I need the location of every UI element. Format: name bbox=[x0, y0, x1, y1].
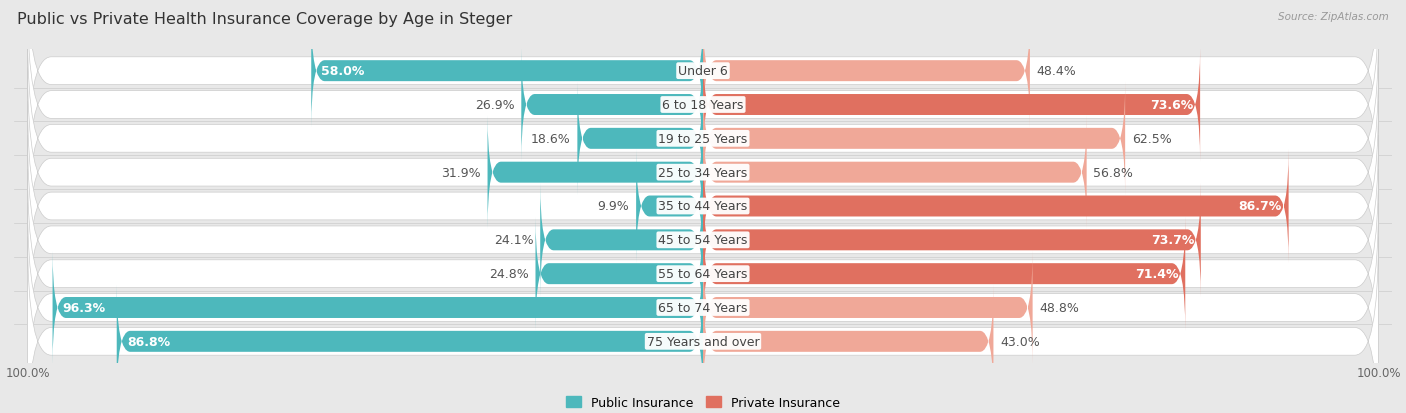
FancyBboxPatch shape bbox=[703, 217, 1185, 331]
Text: 24.1%: 24.1% bbox=[494, 234, 533, 247]
Text: 56.8%: 56.8% bbox=[1094, 166, 1133, 179]
Text: Source: ZipAtlas.com: Source: ZipAtlas.com bbox=[1278, 12, 1389, 22]
FancyBboxPatch shape bbox=[28, 170, 1378, 378]
FancyBboxPatch shape bbox=[703, 116, 1087, 230]
Text: 48.4%: 48.4% bbox=[1036, 65, 1077, 78]
Text: Under 6: Under 6 bbox=[678, 65, 728, 78]
Text: 25 to 34 Years: 25 to 34 Years bbox=[658, 166, 748, 179]
Text: 58.0%: 58.0% bbox=[322, 65, 364, 78]
Text: 65 to 74 Years: 65 to 74 Years bbox=[658, 301, 748, 314]
Text: 48.8%: 48.8% bbox=[1039, 301, 1080, 314]
Text: 86.7%: 86.7% bbox=[1239, 200, 1282, 213]
Text: 18.6%: 18.6% bbox=[531, 133, 571, 145]
Text: 43.0%: 43.0% bbox=[1000, 335, 1040, 348]
FancyBboxPatch shape bbox=[540, 183, 703, 297]
FancyBboxPatch shape bbox=[703, 251, 1032, 365]
FancyBboxPatch shape bbox=[536, 217, 703, 331]
FancyBboxPatch shape bbox=[636, 150, 703, 263]
FancyBboxPatch shape bbox=[28, 102, 1378, 311]
FancyBboxPatch shape bbox=[703, 285, 994, 399]
Text: 6 to 18 Years: 6 to 18 Years bbox=[662, 99, 744, 112]
Text: 26.9%: 26.9% bbox=[475, 99, 515, 112]
FancyBboxPatch shape bbox=[578, 82, 703, 196]
Text: 96.3%: 96.3% bbox=[63, 301, 105, 314]
FancyBboxPatch shape bbox=[522, 48, 703, 162]
FancyBboxPatch shape bbox=[28, 204, 1378, 412]
Legend: Public Insurance, Private Insurance: Public Insurance, Private Insurance bbox=[561, 391, 845, 413]
FancyBboxPatch shape bbox=[703, 150, 1289, 263]
FancyBboxPatch shape bbox=[703, 183, 1201, 297]
Text: 62.5%: 62.5% bbox=[1132, 133, 1171, 145]
Text: 19 to 25 Years: 19 to 25 Years bbox=[658, 133, 748, 145]
FancyBboxPatch shape bbox=[703, 48, 1201, 162]
Text: 45 to 54 Years: 45 to 54 Years bbox=[658, 234, 748, 247]
FancyBboxPatch shape bbox=[28, 69, 1378, 277]
FancyBboxPatch shape bbox=[28, 0, 1378, 176]
FancyBboxPatch shape bbox=[28, 1, 1378, 209]
Text: 86.8%: 86.8% bbox=[127, 335, 170, 348]
Text: 71.4%: 71.4% bbox=[1135, 268, 1178, 280]
FancyBboxPatch shape bbox=[28, 136, 1378, 344]
Text: 35 to 44 Years: 35 to 44 Years bbox=[658, 200, 748, 213]
Text: 55 to 64 Years: 55 to 64 Years bbox=[658, 268, 748, 280]
Text: 31.9%: 31.9% bbox=[441, 166, 481, 179]
FancyBboxPatch shape bbox=[28, 35, 1378, 243]
Text: 9.9%: 9.9% bbox=[598, 200, 630, 213]
Text: 73.7%: 73.7% bbox=[1150, 234, 1194, 247]
FancyBboxPatch shape bbox=[117, 285, 703, 399]
Text: 75 Years and over: 75 Years and over bbox=[647, 335, 759, 348]
FancyBboxPatch shape bbox=[311, 14, 703, 128]
FancyBboxPatch shape bbox=[703, 14, 1031, 128]
FancyBboxPatch shape bbox=[52, 251, 703, 365]
FancyBboxPatch shape bbox=[488, 116, 703, 230]
Text: Public vs Private Health Insurance Coverage by Age in Steger: Public vs Private Health Insurance Cover… bbox=[17, 12, 512, 27]
FancyBboxPatch shape bbox=[703, 82, 1125, 196]
FancyBboxPatch shape bbox=[28, 237, 1378, 413]
Text: 73.6%: 73.6% bbox=[1150, 99, 1194, 112]
Text: 24.8%: 24.8% bbox=[489, 268, 529, 280]
